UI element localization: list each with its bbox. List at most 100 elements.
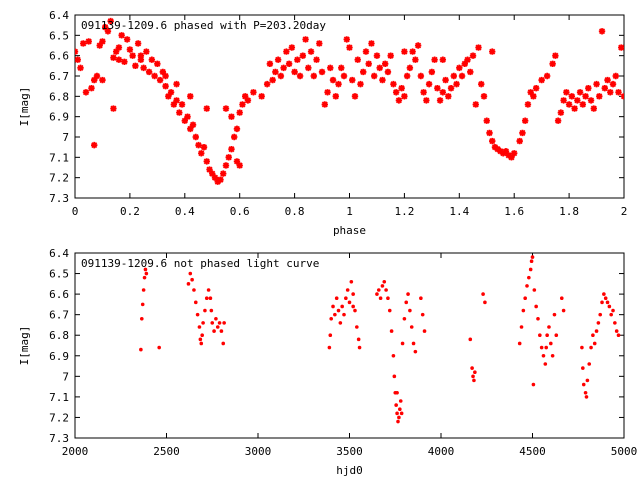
data-point <box>531 382 536 387</box>
data-point <box>371 72 378 80</box>
data-point <box>327 64 334 72</box>
data-point <box>614 329 619 333</box>
data-point <box>576 89 584 96</box>
data-point <box>517 341 522 346</box>
data-point <box>481 292 485 296</box>
data-point <box>552 52 559 59</box>
data-point <box>453 80 460 88</box>
data-point <box>209 308 214 313</box>
data-point <box>215 325 220 329</box>
chart-title: 091139-1209.6 phased with P=203.20day <box>81 19 326 32</box>
data-point <box>173 80 180 88</box>
data-point <box>345 288 350 292</box>
data-point <box>464 56 471 63</box>
data-point <box>584 395 589 399</box>
data-point <box>236 162 243 169</box>
y-tick-label: 7.2 <box>49 411 69 424</box>
data-point <box>104 28 112 35</box>
data-point <box>362 48 370 55</box>
data-point <box>335 80 342 88</box>
data-point <box>408 308 412 313</box>
data-point <box>563 89 570 96</box>
data-point <box>82 89 90 96</box>
data-point <box>411 341 416 346</box>
data-point <box>250 89 257 96</box>
data-point <box>458 72 466 80</box>
data-point <box>355 325 359 329</box>
data-point <box>445 93 452 100</box>
y-tick-label: 6.8 <box>49 90 69 103</box>
x-tick-label: 0.2 <box>120 205 140 218</box>
data-point <box>524 101 532 108</box>
data-point <box>318 68 326 76</box>
data-point <box>162 82 169 90</box>
data-point <box>110 105 117 112</box>
data-point <box>331 304 335 309</box>
data-point <box>203 158 210 165</box>
y-axis-label: I[mag] <box>18 87 31 127</box>
data-point <box>356 337 361 342</box>
data-point <box>519 129 526 137</box>
data-point <box>360 68 367 76</box>
data-point <box>368 40 375 47</box>
data-point <box>483 300 487 305</box>
data-point <box>473 370 477 375</box>
data-point <box>519 325 524 329</box>
data-point <box>203 105 210 112</box>
chart-title: 091139-1209.6 not phased light curve <box>81 257 319 270</box>
data-point <box>99 38 106 45</box>
data-point <box>165 93 172 100</box>
data-point <box>107 17 114 25</box>
data-point <box>579 101 587 108</box>
data-point <box>206 166 213 173</box>
data-point <box>198 150 205 157</box>
data-point <box>442 76 449 84</box>
data-point <box>346 44 353 51</box>
data-point <box>545 333 549 338</box>
data-point <box>561 308 566 313</box>
data-point <box>592 341 597 346</box>
data-point <box>609 80 617 88</box>
data-point <box>521 117 529 124</box>
data-point <box>397 415 401 420</box>
data-point <box>417 72 425 80</box>
data-point <box>532 288 537 292</box>
data-point <box>139 316 144 321</box>
data-point <box>489 48 496 55</box>
data-point <box>389 329 394 333</box>
x-tick-label: 4000 <box>428 445 455 458</box>
data-point <box>387 52 394 59</box>
y-tick-label: 6.9 <box>49 350 69 363</box>
data-point <box>399 411 404 416</box>
data-point <box>157 345 161 350</box>
data-point <box>439 56 447 63</box>
data-point <box>534 304 538 309</box>
data-point <box>351 292 355 296</box>
data-point <box>121 58 128 65</box>
data-point <box>602 292 606 296</box>
x-tick-label: 2000 <box>62 445 89 458</box>
x-tick-label: 1.6 <box>504 205 524 218</box>
data-point <box>186 282 191 286</box>
data-point <box>373 52 381 59</box>
data-point <box>447 85 455 92</box>
data-point <box>516 137 523 145</box>
data-point <box>305 64 312 72</box>
data-point <box>511 150 518 157</box>
data-point <box>170 101 178 108</box>
data-point <box>378 296 383 301</box>
data-point <box>398 399 403 403</box>
y-tick-label: 6.6 <box>49 288 69 301</box>
data-point <box>486 129 493 137</box>
data-point <box>357 80 364 88</box>
data-point <box>552 312 557 317</box>
data-point <box>489 137 496 145</box>
data-point <box>580 345 584 350</box>
data-point <box>244 97 252 104</box>
data-point <box>132 62 139 70</box>
data-point <box>142 275 147 280</box>
x-tick-label: 0.4 <box>175 205 195 218</box>
data-point <box>598 312 603 317</box>
data-point <box>145 68 153 76</box>
data-point <box>549 60 556 67</box>
